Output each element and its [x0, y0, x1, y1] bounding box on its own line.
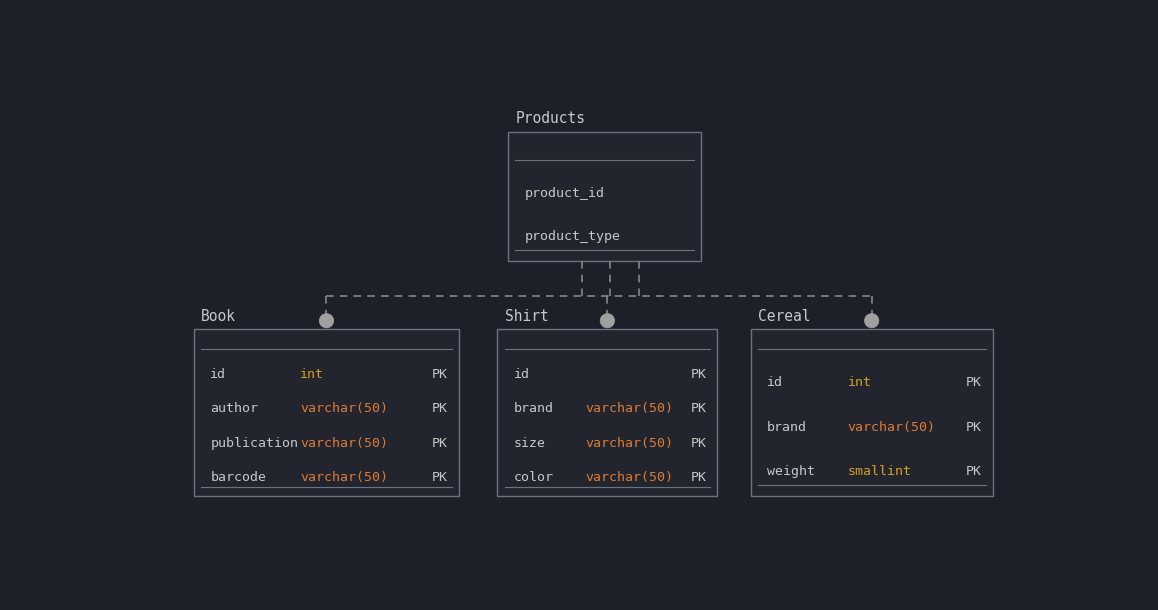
FancyBboxPatch shape [508, 132, 701, 261]
Text: varchar(50): varchar(50) [848, 420, 936, 434]
Text: PK: PK [690, 437, 706, 450]
Text: id: id [767, 376, 783, 389]
Text: int: int [848, 376, 872, 389]
Text: varchar(50): varchar(50) [586, 403, 674, 415]
Text: product_id: product_id [525, 187, 604, 199]
Text: id: id [514, 368, 529, 381]
Ellipse shape [600, 314, 615, 328]
Text: PK: PK [966, 420, 982, 434]
Text: varchar(50): varchar(50) [300, 471, 388, 484]
Ellipse shape [320, 314, 334, 328]
Text: PK: PK [690, 403, 706, 415]
Text: PK: PK [690, 471, 706, 484]
Text: PK: PK [966, 376, 982, 389]
Text: id: id [211, 368, 226, 381]
Text: PK: PK [690, 368, 706, 381]
Ellipse shape [865, 314, 879, 328]
Text: varchar(50): varchar(50) [586, 471, 674, 484]
Text: color: color [514, 471, 554, 484]
Text: varchar(50): varchar(50) [300, 437, 388, 450]
Text: smallint: smallint [848, 465, 911, 478]
Text: Book: Book [201, 309, 236, 323]
Text: PK: PK [432, 368, 448, 381]
Text: varchar(50): varchar(50) [586, 437, 674, 450]
Text: PK: PK [432, 403, 448, 415]
Text: brand: brand [767, 420, 807, 434]
Text: publication: publication [211, 437, 299, 450]
Text: size: size [514, 437, 545, 450]
Text: Cereal: Cereal [757, 309, 811, 323]
FancyBboxPatch shape [498, 329, 717, 496]
Text: PK: PK [966, 465, 982, 478]
Text: author: author [211, 403, 258, 415]
Text: PK: PK [432, 471, 448, 484]
Text: varchar(50): varchar(50) [300, 403, 388, 415]
Text: product_type: product_type [525, 231, 621, 243]
Text: PK: PK [432, 437, 448, 450]
Text: weight: weight [767, 465, 815, 478]
Text: int: int [300, 368, 324, 381]
Text: brand: brand [514, 403, 554, 415]
Text: Shirt: Shirt [505, 309, 549, 323]
FancyBboxPatch shape [750, 329, 992, 496]
Text: barcode: barcode [211, 471, 266, 484]
FancyBboxPatch shape [195, 329, 459, 496]
Text: Products: Products [515, 111, 586, 126]
